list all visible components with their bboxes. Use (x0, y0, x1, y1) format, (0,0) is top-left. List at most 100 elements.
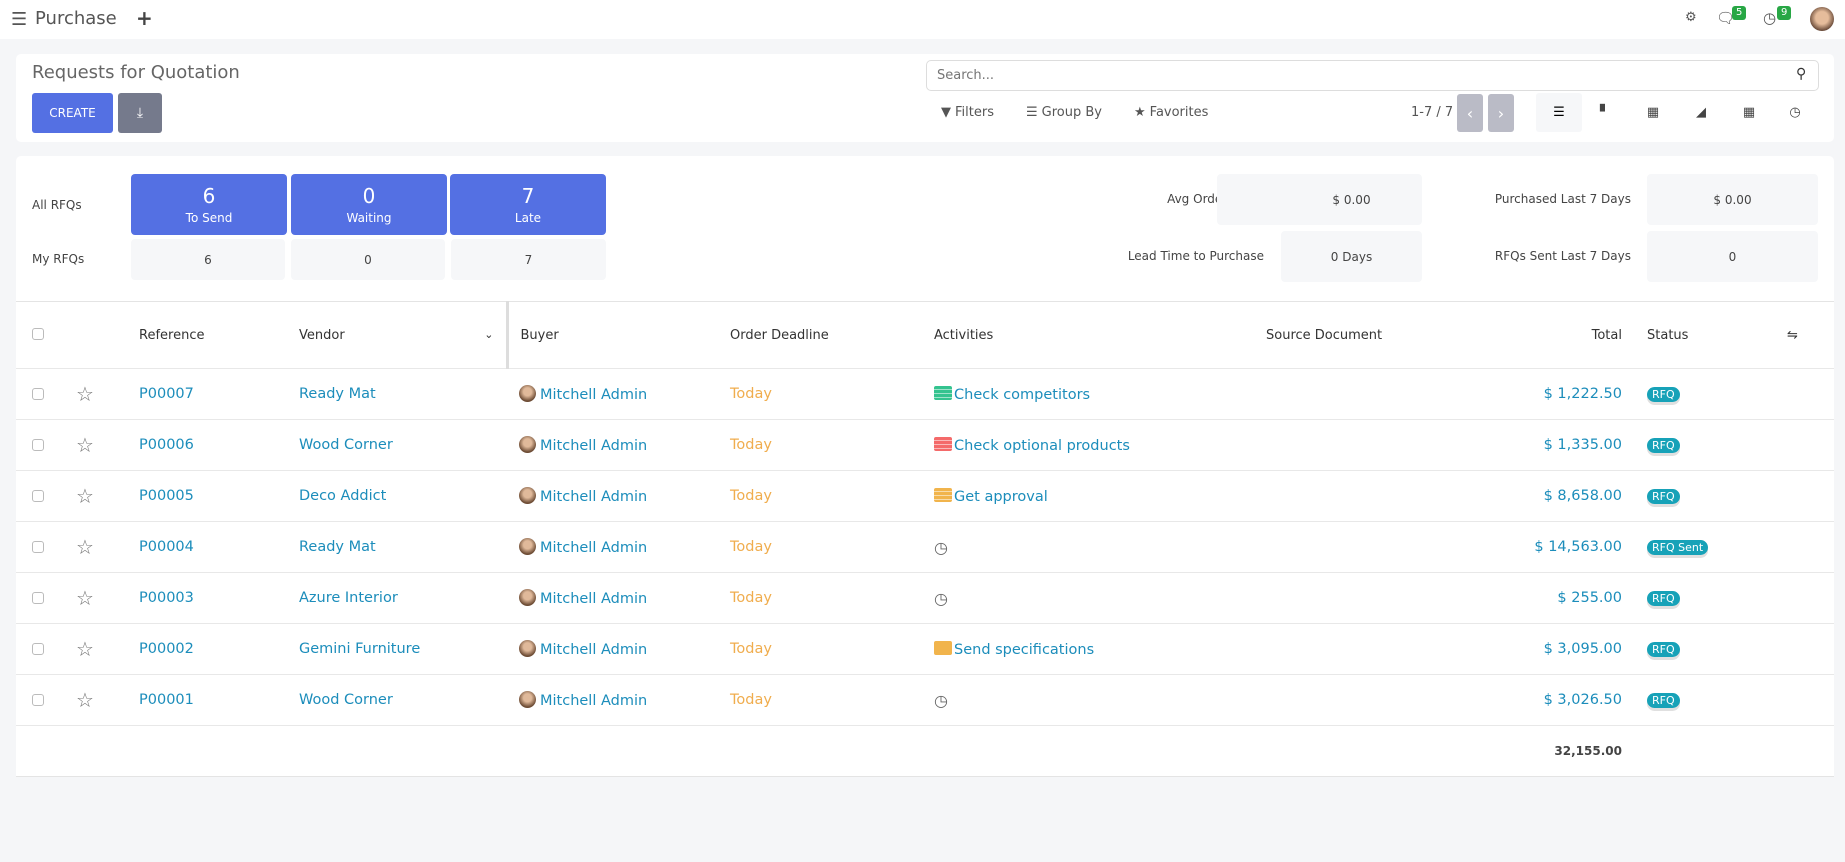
row-checkbox[interactable] (32, 439, 44, 451)
view-calendar-button[interactable]: ▦ (1726, 93, 1772, 132)
select-all-checkbox[interactable] (32, 327, 44, 340)
priority-star-icon[interactable]: ☆ (64, 521, 139, 573)
header-order-deadline[interactable]: Order Deadline (730, 301, 934, 369)
buyer[interactable]: Mitchell Admin (540, 438, 648, 454)
kpi-label: Purchased Last 7 Days (1494, 192, 1631, 206)
priority-star-icon[interactable]: ☆ (64, 470, 139, 522)
header-reference[interactable]: Reference (139, 301, 299, 369)
reference[interactable]: P00007 (139, 368, 299, 420)
my-late[interactable]: 7 (451, 239, 606, 280)
activity-summary[interactable]: Check optional products (954, 437, 1130, 454)
plus-icon[interactable]: + (136, 6, 153, 30)
table-row[interactable]: ☆ P00004 Ready Mat Mitchell Admin Today … (16, 521, 1834, 573)
reference[interactable]: P00003 (139, 572, 299, 624)
app-title[interactable]: Purchase (35, 8, 117, 29)
buyer[interactable]: Mitchell Admin (540, 591, 648, 607)
priority-star-icon[interactable]: ☆ (64, 674, 139, 726)
table-row[interactable]: ☆ P00002 Gemini Furniture Mitchell Admin… (16, 623, 1834, 675)
header-total[interactable]: Total (1436, 301, 1622, 369)
tile-waiting[interactable]: 0 Waiting (291, 174, 447, 235)
pager-value[interactable]: 1-7 / 7 (1411, 105, 1454, 120)
create-button[interactable]: CREATE (32, 93, 113, 133)
buyer[interactable]: Mitchell Admin (540, 693, 648, 709)
priority-star-icon[interactable]: ☆ (64, 419, 139, 471)
search-icon[interactable]: ⚲ (1796, 66, 1807, 82)
vendor[interactable]: Ready Mat (299, 368, 507, 420)
filters-button[interactable]: ▼ Filters (941, 105, 994, 120)
activity-summary[interactable]: Get approval (954, 488, 1048, 505)
menu-icon[interactable]: ☰ (11, 9, 28, 30)
tile-to-send[interactable]: 6 To Send (131, 174, 287, 235)
header-activities[interactable]: Activities (934, 301, 1266, 369)
order-deadline: Today (730, 674, 934, 726)
reference[interactable]: P00006 (139, 419, 299, 471)
row-checkbox[interactable] (32, 388, 44, 400)
row-checkbox[interactable] (32, 643, 44, 655)
activity-count-badge: 9 (1777, 6, 1792, 20)
activity-clock-icon[interactable]: ◷ (934, 537, 948, 557)
priority-star-icon[interactable]: ☆ (64, 368, 139, 420)
optional-columns-icon[interactable]: ⇋ (1787, 301, 1834, 369)
user-avatar[interactable] (1810, 7, 1834, 31)
buyer[interactable]: Mitchell Admin (540, 540, 648, 556)
tile-late[interactable]: 7 Late (450, 174, 606, 235)
header-source-document[interactable]: Source Document (1266, 301, 1436, 369)
vendor[interactable]: Gemini Furniture (299, 623, 507, 675)
view-kanban-button[interactable]: ▘ (1582, 93, 1628, 132)
favorites-button[interactable]: ★ Favorites (1134, 105, 1208, 120)
bug-icon[interactable]: ⚙ (1685, 10, 1697, 25)
reference[interactable]: P00005 (139, 470, 299, 522)
reference[interactable]: P00001 (139, 674, 299, 726)
pager-previous-button[interactable]: ‹ (1457, 94, 1483, 132)
reference[interactable]: P00004 (139, 521, 299, 573)
tile-label: To Send (185, 211, 233, 225)
table-row[interactable]: ☆ P00006 Wood Corner Mitchell Admin Toda… (16, 419, 1834, 471)
grand-total: 32,155.00 (1436, 725, 1622, 777)
view-pivot-button[interactable]: ▦ (1630, 93, 1676, 132)
header-status[interactable]: Status (1647, 301, 1787, 369)
reference[interactable]: P00002 (139, 623, 299, 675)
buyer[interactable]: Mitchell Admin (540, 387, 648, 403)
pager-next-button[interactable]: › (1488, 94, 1514, 132)
layers-icon: ☰ (1026, 105, 1038, 120)
activity-clock-icon[interactable]: ◷ (1763, 9, 1777, 27)
download-button[interactable]: ⤓ (118, 93, 162, 133)
chat-icon[interactable]: 🗨 (1716, 9, 1736, 27)
table-row[interactable]: ☆ P00003 Azure Interior Mitchell Admin T… (16, 572, 1834, 624)
row-checkbox[interactable] (32, 592, 44, 604)
priority-star-icon[interactable]: ☆ (64, 572, 139, 624)
activity-clock-icon[interactable]: ◷ (934, 690, 948, 710)
view-activity-button[interactable]: ◷ (1772, 93, 1818, 132)
activity-summary[interactable]: Send specifications (954, 641, 1095, 658)
my-to-send[interactable]: 6 (131, 239, 285, 280)
envelope-icon (934, 640, 952, 655)
buyer[interactable]: Mitchell Admin (540, 489, 648, 505)
page-title: Requests for Quotation (32, 62, 240, 83)
search-input[interactable] (926, 60, 1819, 91)
activity-clock-icon[interactable]: ◷ (934, 588, 948, 608)
vendor[interactable]: Wood Corner (299, 419, 507, 471)
source-document (1266, 521, 1436, 573)
group-by-button[interactable]: ☰ Group By (1026, 105, 1102, 120)
vendor[interactable]: Ready Mat (299, 521, 507, 573)
table-row[interactable]: ☆ P00007 Ready Mat Mitchell Admin Today … (16, 368, 1834, 420)
status-badge: RFQ (1647, 438, 1680, 453)
header-buyer[interactable]: Buyer (507, 301, 730, 369)
table-row[interactable]: ☆ P00005 Deco Addict Mitchell Admin Toda… (16, 470, 1834, 522)
buyer-avatar (519, 640, 536, 657)
row-checkbox[interactable] (32, 694, 44, 706)
row-checkbox[interactable] (32, 490, 44, 502)
header-vendor[interactable]: Vendor ⌄ (299, 301, 509, 369)
view-list-button[interactable]: ☰ (1536, 93, 1582, 132)
vendor[interactable]: Azure Interior (299, 572, 507, 624)
total: $ 255.00 (1436, 572, 1622, 624)
buyer[interactable]: Mitchell Admin (540, 642, 648, 658)
view-graph-button[interactable]: ◢ (1678, 93, 1724, 132)
row-checkbox[interactable] (32, 541, 44, 553)
priority-star-icon[interactable]: ☆ (64, 623, 139, 675)
table-row[interactable]: ☆ P00001 Wood Corner Mitchell Admin Toda… (16, 674, 1834, 726)
vendor[interactable]: Wood Corner (299, 674, 507, 726)
vendor[interactable]: Deco Addict (299, 470, 507, 522)
my-waiting[interactable]: 0 (291, 239, 445, 280)
activity-summary[interactable]: Check competitors (954, 386, 1091, 403)
